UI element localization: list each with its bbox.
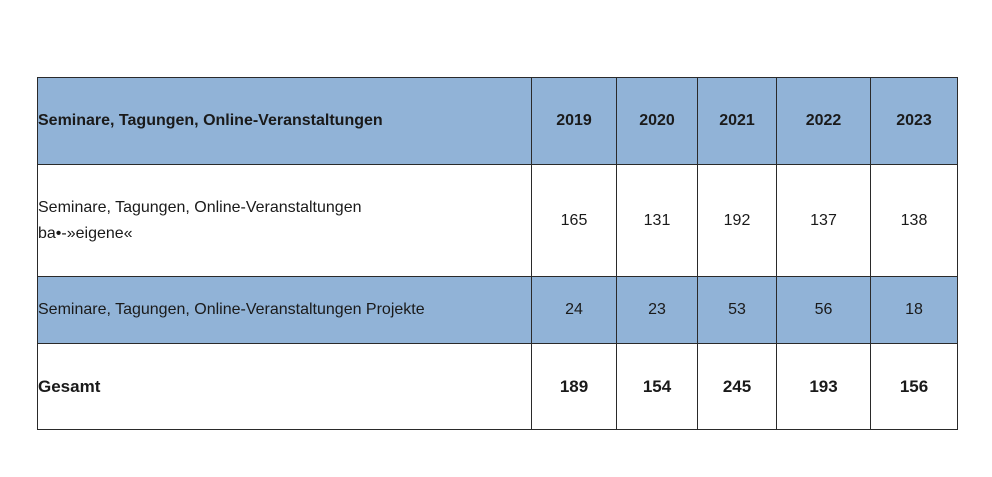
value-cell-2022: 137 xyxy=(776,164,871,277)
header-year-2020: 2020 xyxy=(616,77,698,165)
header-label-cell: Seminare, Tagungen, Online-Veranstaltung… xyxy=(37,77,532,165)
value-cell-2019: 24 xyxy=(531,276,617,344)
value-cell-2020: 23 xyxy=(616,276,698,344)
total-cell-2021: 245 xyxy=(697,343,777,430)
value-cell-2020: 131 xyxy=(616,164,698,277)
value-cell-2023: 138 xyxy=(870,164,958,277)
table-row: Seminare, Tagungen, Online-Veranstaltung… xyxy=(37,276,958,344)
total-label-cell: Gesamt xyxy=(37,343,532,430)
value-cell-2023: 18 xyxy=(870,276,958,344)
header-year-2023: 2023 xyxy=(870,77,958,165)
row-label-line1: Seminare, Tagungen, Online-Veranstaltung… xyxy=(38,198,362,216)
total-cell-2022: 193 xyxy=(776,343,871,430)
header-year-2021: 2021 xyxy=(697,77,777,165)
row-label-line2: ba•-»eigene« xyxy=(38,224,133,242)
total-cell-2023: 156 xyxy=(870,343,958,430)
value-cell-2019: 165 xyxy=(531,164,617,277)
total-cell-2019: 189 xyxy=(531,343,617,430)
header-year-2022: 2022 xyxy=(776,77,871,165)
row-label-cell: Seminare, Tagungen, Online-Veranstaltung… xyxy=(37,164,532,277)
table-header-row: Seminare, Tagungen, Online-Veranstaltung… xyxy=(37,77,958,165)
value-cell-2021: 192 xyxy=(697,164,777,277)
value-cell-2021: 53 xyxy=(697,276,777,344)
header-year-2019: 2019 xyxy=(531,77,617,165)
total-row: Gesamt 189 154 245 193 156 xyxy=(37,343,958,430)
total-cell-2020: 154 xyxy=(616,343,698,430)
statistics-table: Seminare, Tagungen, Online-Veranstaltung… xyxy=(37,77,958,430)
row-label-cell: Seminare, Tagungen, Online-Veranstaltung… xyxy=(37,276,532,344)
value-cell-2022: 56 xyxy=(776,276,871,344)
table-row: Seminare, Tagungen, Online-Veranstaltung… xyxy=(37,164,958,277)
